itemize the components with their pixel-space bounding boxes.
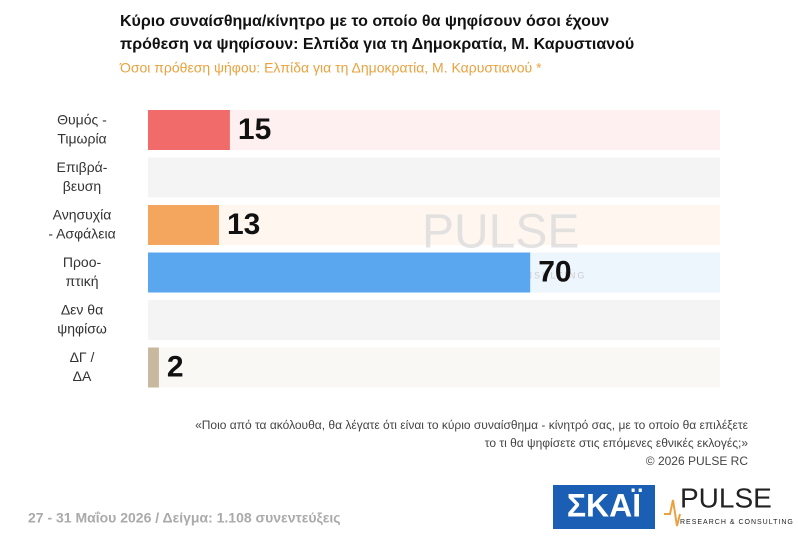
value-label: 2	[167, 350, 184, 383]
value-label: 13	[227, 208, 260, 241]
bar-track	[148, 157, 720, 198]
pulse-logo-wave	[664, 499, 681, 527]
bar-track	[148, 347, 720, 388]
question: το τι θα ψηφίσετε στις επόμενες εθνικές …	[485, 436, 749, 450]
pulse-logo: PULSE	[680, 482, 772, 513]
bar	[148, 252, 531, 293]
category-label: βευση	[63, 178, 101, 194]
bar	[148, 347, 159, 388]
footer: 27 - 31 Μαΐου 2026 / Δείγμα: 1.108 συνεν…	[28, 510, 341, 526]
chart-title: πρόθεση να ψηφίσουν: Ελπίδα για τη Δημοκ…	[120, 36, 634, 53]
category-label: ΔΓ /	[70, 349, 95, 365]
category-label: ΔΑ	[73, 368, 92, 384]
category-label: Ανησυχία	[53, 207, 112, 223]
category-label: πτική	[65, 273, 98, 289]
category-label: Προο-	[63, 254, 102, 270]
skai-logo: ΣΚΑΪ	[567, 487, 642, 523]
category-label: Θυμός -	[57, 112, 107, 128]
bar-track	[148, 300, 720, 340]
value-label: 15	[238, 113, 271, 146]
category-label: Δεν θα	[61, 302, 103, 318]
pulse-logo-sub: RESEARCH & CONSULTING	[680, 519, 794, 526]
category-label: Τιμωρία	[57, 131, 106, 147]
category-label: Επιβρά-	[57, 159, 108, 175]
skai-logo-bg	[553, 485, 655, 529]
category-label: ψηφίσω	[57, 321, 107, 337]
chart-subtitle: Όσοι πρόθεση ψήφου: Ελπίδα για τη Δημοκρ…	[119, 60, 542, 76]
bar-track	[148, 205, 720, 245]
bar-track	[148, 110, 720, 150]
chart-title: Κύριο συναίσθημα/κίνητρο με το οποίο θα …	[120, 13, 609, 30]
category-label: - Ασφάλεια	[48, 226, 115, 242]
watermark: PULSE	[422, 206, 579, 259]
question: «Ποιο από τα ακόλουθα, θα λέγατε ότι είν…	[195, 418, 749, 432]
value-label: 70	[538, 255, 571, 288]
bar	[148, 205, 219, 245]
bar	[148, 110, 230, 150]
copyright: © 2026 PULSE RC	[646, 454, 749, 468]
